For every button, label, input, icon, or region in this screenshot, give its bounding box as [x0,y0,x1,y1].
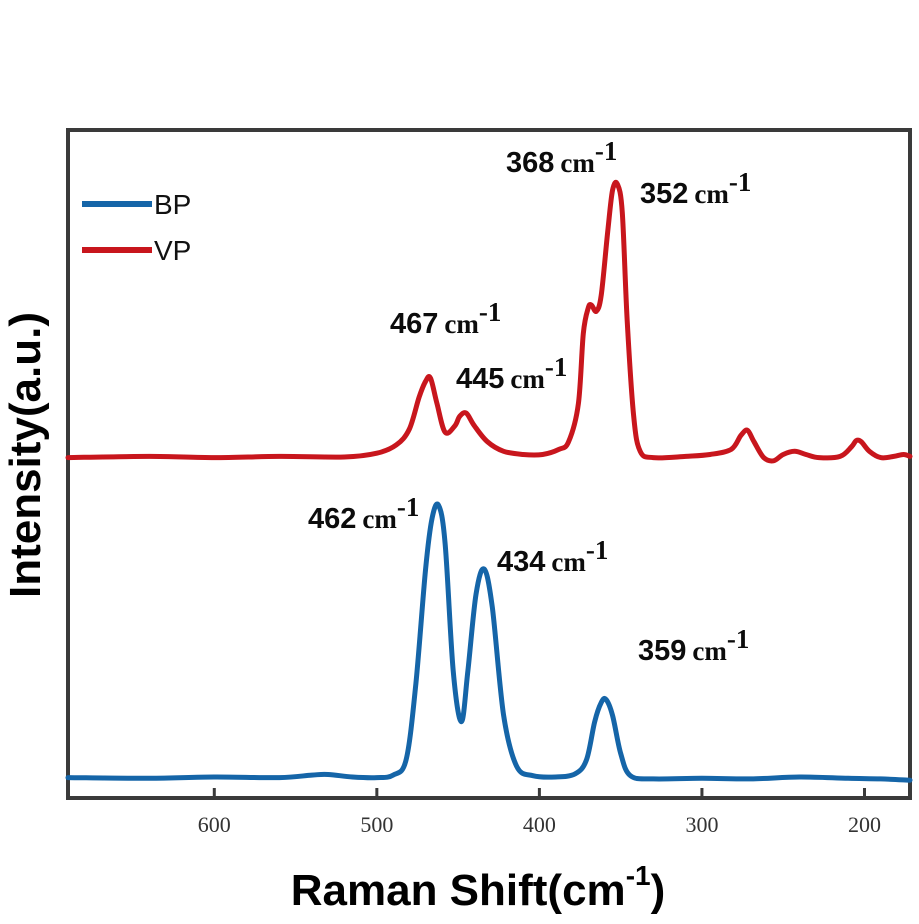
x-tick-label-200: 200 [848,812,881,837]
plot-frame [66,128,912,800]
peak-label-352: 352 cm-1 [640,167,751,210]
peak-label-359: 359 cm-1 [638,624,749,667]
legend-label-vp: VP [154,235,191,266]
x-tick-label-600: 600 [198,812,231,837]
series-lines [65,179,913,783]
x-tick-label-400: 400 [523,812,556,837]
x-axis-ticks: 600 500 400 300 200 [198,788,881,837]
series-line-bp [65,501,913,783]
peak-label-368: 368 cm-1 [506,136,617,179]
x-axis-title: Raman Shift(cm-1) [291,860,666,915]
peak-label-462: 462 cm-1 [308,492,419,535]
x-tick-label-500: 500 [360,812,393,837]
peak-annotations: 368 cm-1 352 cm-1 467 cm-1 445 cm-1 462 cm-1 … [308,136,751,667]
legend-label-bp: BP [154,189,191,220]
x-tick-label-300: 300 [685,812,718,837]
peak-label-467: 467 cm-1 [390,297,501,340]
y-axis-title: Intensity(a.u.) [1,312,50,598]
peak-label-434: 434 cm-1 [497,535,608,578]
series-line-vp [65,179,913,464]
legend: BP VP [82,189,191,266]
peak-label-445: 445 cm-1 [456,352,567,395]
